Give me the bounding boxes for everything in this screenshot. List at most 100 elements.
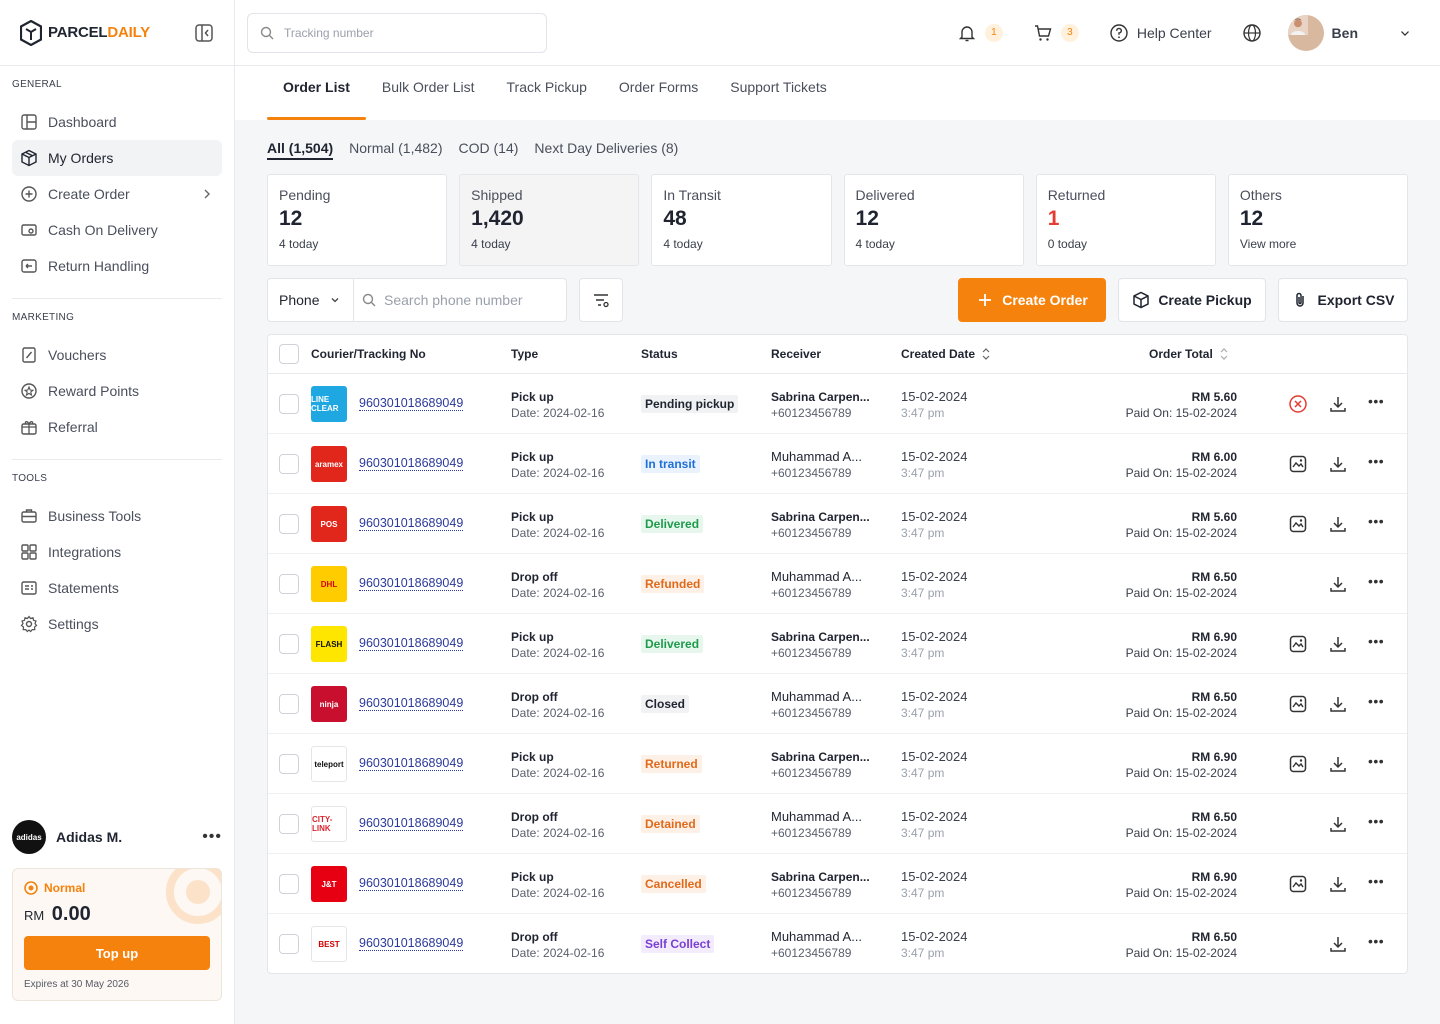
- more-icon[interactable]: •••: [202, 828, 222, 845]
- checkbox[interactable]: [279, 454, 299, 474]
- label-icon[interactable]: [1288, 454, 1308, 474]
- subtab-all[interactable]: All (1,504): [267, 140, 334, 160]
- card-shipped[interactable]: Shipped 1,420 4 today: [459, 174, 640, 266]
- create-order-button[interactable]: Create Order: [958, 278, 1106, 322]
- checkbox[interactable]: [279, 754, 299, 774]
- checkbox[interactable]: [279, 634, 299, 654]
- collapse-sidebar-icon[interactable]: [194, 23, 214, 43]
- download-icon[interactable]: [1328, 814, 1348, 834]
- sidebar-item-cash-on-delivery[interactable]: Cash On Delivery: [12, 212, 222, 248]
- download-icon[interactable]: [1328, 634, 1348, 654]
- sidebar-item-return-handling[interactable]: Return Handling: [12, 248, 222, 284]
- download-icon[interactable]: [1328, 514, 1348, 534]
- tracking-number-link[interactable]: 960301018689049: [359, 936, 464, 951]
- subtab-normal[interactable]: Normal (1,482): [349, 140, 443, 156]
- export-csv-button[interactable]: Export CSV: [1278, 278, 1408, 322]
- more-actions-icon[interactable]: •••: [1368, 453, 1385, 469]
- card-in-transit[interactable]: In Transit 48 4 today: [651, 174, 832, 266]
- row-checkbox[interactable]: [279, 754, 299, 774]
- label-icon[interactable]: [1288, 874, 1308, 894]
- more-actions-icon[interactable]: •••: [1368, 753, 1385, 769]
- row-checkbox[interactable]: [279, 394, 299, 414]
- tracking-number-link[interactable]: 960301018689049: [359, 816, 464, 831]
- row-checkbox[interactable]: [279, 814, 299, 834]
- download-icon[interactable]: [1328, 754, 1348, 774]
- tracking-number-link[interactable]: 960301018689049: [359, 756, 464, 771]
- sidebar-item-reward-points[interactable]: Reward Points: [12, 373, 222, 409]
- sidebar-item-create-order[interactable]: Create Order: [12, 176, 222, 212]
- tracking-number-link[interactable]: 960301018689049: [359, 576, 464, 591]
- checkbox[interactable]: [279, 694, 299, 714]
- tab-support-tickets[interactable]: Support Tickets: [730, 79, 827, 95]
- label-icon[interactable]: [1288, 754, 1308, 774]
- tracking-number-link[interactable]: 960301018689049: [359, 636, 464, 651]
- download-icon[interactable]: [1328, 454, 1348, 474]
- header-created-date[interactable]: Created Date: [901, 347, 991, 361]
- sidebar-item-statements[interactable]: Statements: [12, 570, 222, 606]
- row-checkbox[interactable]: [279, 694, 299, 714]
- row-checkbox[interactable]: [279, 454, 299, 474]
- view-more-link[interactable]: View more: [1239, 237, 1297, 251]
- more-actions-icon[interactable]: •••: [1368, 813, 1385, 829]
- label-icon[interactable]: [1288, 634, 1308, 654]
- user-menu[interactable]: Ben: [1287, 14, 1428, 51]
- more-actions-icon[interactable]: •••: [1368, 693, 1385, 709]
- label-icon[interactable]: [1288, 694, 1308, 714]
- notifications-button[interactable]: 1: [957, 23, 1003, 43]
- header-order-total[interactable]: Order Total: [1149, 347, 1229, 361]
- help-center-link[interactable]: Help Center: [1109, 23, 1212, 43]
- sidebar-item-vouchers[interactable]: Vouchers: [12, 337, 222, 373]
- tab-order-list[interactable]: Order List: [267, 66, 366, 120]
- sidebar-item-referral[interactable]: Referral: [12, 409, 222, 445]
- more-actions-icon[interactable]: •••: [1368, 513, 1385, 529]
- select-all-checkbox[interactable]: [279, 344, 299, 364]
- checkbox[interactable]: [279, 874, 299, 894]
- cart-button[interactable]: 3: [1033, 23, 1079, 43]
- tracking-number-link[interactable]: 960301018689049: [359, 696, 464, 711]
- download-icon[interactable]: [1328, 574, 1348, 594]
- tracking-search-input[interactable]: Tracking number: [247, 12, 547, 53]
- card-pending[interactable]: Pending 12 4 today: [267, 174, 448, 266]
- checkbox[interactable]: [279, 814, 299, 834]
- tracking-number-link[interactable]: 960301018689049: [359, 396, 464, 411]
- tab-order-forms[interactable]: Order Forms: [618, 79, 699, 95]
- phone-search-input[interactable]: Search phone number: [354, 292, 523, 308]
- cancel-icon[interactable]: [1288, 394, 1308, 414]
- row-checkbox[interactable]: [279, 514, 299, 534]
- download-icon[interactable]: [1328, 874, 1348, 894]
- row-checkbox[interactable]: [279, 574, 299, 594]
- checkbox[interactable]: [279, 574, 299, 594]
- download-icon[interactable]: [1328, 934, 1348, 954]
- download-icon[interactable]: [1328, 394, 1348, 414]
- checkbox[interactable]: [279, 344, 299, 364]
- tracking-number-link[interactable]: 960301018689049: [359, 876, 464, 891]
- sidebar-item-dashboard[interactable]: Dashboard: [12, 104, 222, 140]
- label-icon[interactable]: [1288, 514, 1308, 534]
- more-actions-icon[interactable]: •••: [1368, 873, 1385, 889]
- card-delivered[interactable]: Delivered 12 4 today: [843, 174, 1024, 266]
- filter-button[interactable]: [579, 278, 623, 322]
- checkbox[interactable]: [279, 394, 299, 414]
- sidebar-item-integrations[interactable]: Integrations: [12, 534, 222, 570]
- tracking-number-link[interactable]: 960301018689049: [359, 456, 464, 471]
- card-returned[interactable]: Returned 1 0 today: [1035, 174, 1216, 266]
- checkbox[interactable]: [279, 934, 299, 954]
- card-others[interactable]: Others 12 View more: [1227, 174, 1409, 266]
- language-button[interactable]: [1242, 23, 1262, 43]
- row-checkbox[interactable]: [279, 874, 299, 894]
- top-up-button[interactable]: Top up: [24, 936, 210, 970]
- sidebar-item-settings[interactable]: Settings: [12, 606, 222, 642]
- tracking-number-link[interactable]: 960301018689049: [359, 516, 464, 531]
- tab-bulk-order-list[interactable]: Bulk Order List: [381, 79, 475, 95]
- create-pickup-button[interactable]: Create Pickup: [1118, 278, 1266, 322]
- more-actions-icon[interactable]: •••: [1368, 573, 1385, 589]
- subtab-next-day[interactable]: Next Day Deliveries (8): [534, 140, 679, 156]
- account-row[interactable]: adidas Adidas M. •••: [12, 818, 222, 856]
- search-field-select[interactable]: Phone: [268, 279, 354, 321]
- more-actions-icon[interactable]: •••: [1368, 933, 1385, 949]
- checkbox[interactable]: [279, 514, 299, 534]
- subtab-cod[interactable]: COD (14): [458, 140, 519, 156]
- more-actions-icon[interactable]: •••: [1368, 393, 1385, 409]
- row-checkbox[interactable]: [279, 934, 299, 954]
- download-icon[interactable]: [1328, 694, 1348, 714]
